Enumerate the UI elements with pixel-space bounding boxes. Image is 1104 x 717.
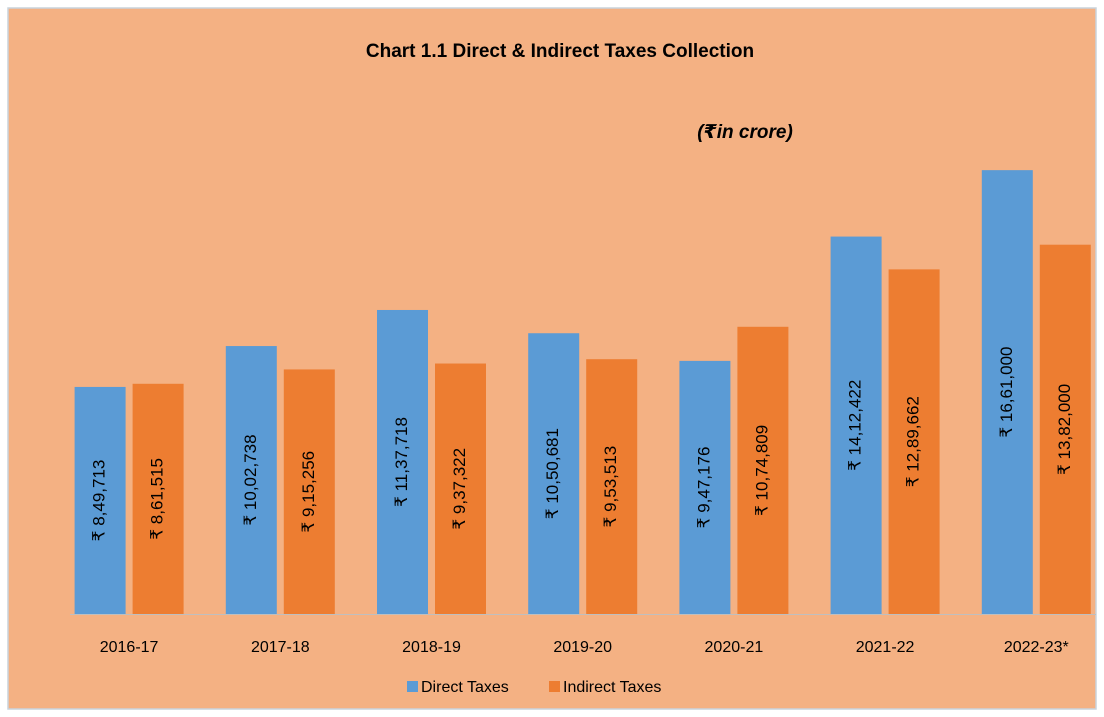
bar xyxy=(528,333,580,614)
value-label: ₹ 14,12,422 xyxy=(846,380,865,471)
value-label: ₹ 16,61,000 xyxy=(997,346,1016,437)
value-label: ₹ 8,61,515 xyxy=(148,458,167,540)
value-label: ₹ 9,47,176 xyxy=(694,447,713,529)
bar xyxy=(225,346,277,614)
bar xyxy=(586,359,638,614)
bar xyxy=(377,309,428,614)
value-label: ₹ 13,82,000 xyxy=(1055,384,1074,475)
value-label: ₹ 8,49,713 xyxy=(90,460,109,542)
x-tick-label: 2018-19 xyxy=(402,639,461,656)
x-tick-label: 2017-18 xyxy=(251,639,310,656)
bar xyxy=(283,369,335,614)
bar xyxy=(74,386,126,614)
legend-swatch xyxy=(407,681,418,692)
legend-label: Indirect Taxes xyxy=(563,679,661,696)
bar xyxy=(1039,244,1091,614)
legend-label: Direct Taxes xyxy=(421,679,509,696)
x-tick-label: 2021-22 xyxy=(856,639,915,656)
value-label: ₹ 9,53,513 xyxy=(601,446,620,528)
bar xyxy=(132,383,184,614)
bar xyxy=(737,326,789,614)
value-label: ₹ 10,74,809 xyxy=(752,425,771,516)
value-label: ₹ 10,02,738 xyxy=(241,434,260,525)
legend-swatch xyxy=(549,681,560,692)
value-label: ₹ 9,37,322 xyxy=(450,448,469,530)
value-label: ₹ 12,89,662 xyxy=(904,396,923,487)
value-label: ₹ 11,37,718 xyxy=(392,417,411,507)
x-tick-label: 2022-23* xyxy=(1004,639,1069,656)
chart-title: Chart 1.1 Direct & Indirect Taxes Collec… xyxy=(366,41,754,62)
value-label: ₹ 10,50,681 xyxy=(543,428,562,519)
x-tick-label: 2020-21 xyxy=(705,639,764,656)
x-tick-label: 2016-17 xyxy=(100,639,159,656)
bar xyxy=(888,269,940,614)
chart-subtitle: (₹in crore) xyxy=(697,122,793,143)
bar xyxy=(679,360,731,614)
x-tick-label: 2019-20 xyxy=(553,639,612,656)
bar xyxy=(981,170,1033,614)
value-label: ₹ 9,15,256 xyxy=(299,451,318,533)
bar xyxy=(830,236,882,614)
bar xyxy=(435,363,486,614)
